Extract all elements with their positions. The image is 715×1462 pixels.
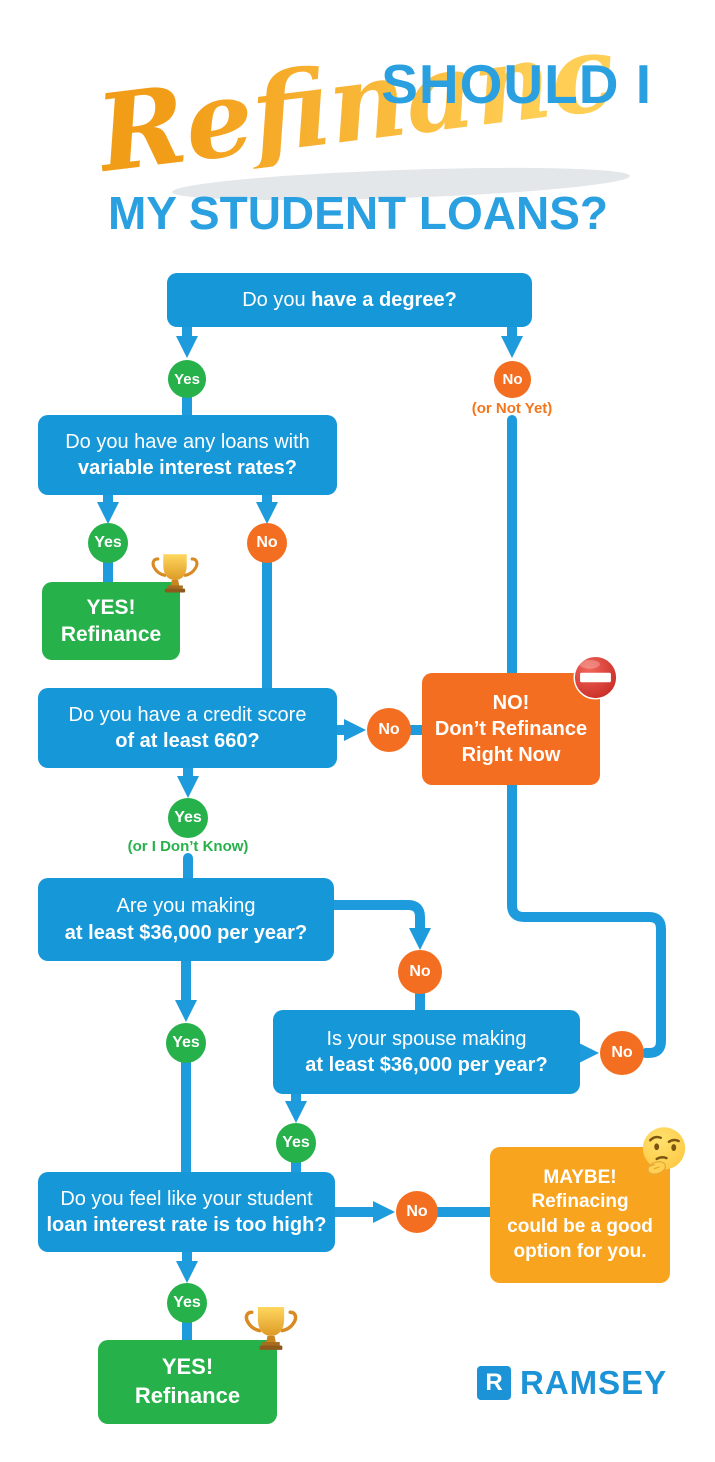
question-rate-too-high: Do you feel like your student loan inter… bbox=[38, 1172, 335, 1252]
question-spouse-line2: at least $36,000 per year? bbox=[305, 1054, 548, 1076]
badge-yes-rate: Yes bbox=[167, 1283, 207, 1323]
question-variable-line2: variable interest rates? bbox=[78, 457, 297, 479]
question-income-line1: Are you making bbox=[116, 895, 256, 918]
result-yes2-line1: YES! bbox=[161, 1354, 214, 1380]
question-degree-text: Do you bbox=[242, 288, 312, 311]
label-or-not-yet: (or Not Yet) bbox=[471, 400, 553, 417]
result-maybe-line4: option for you. bbox=[513, 1240, 647, 1262]
no-entry-icon bbox=[573, 655, 618, 700]
question-variable-rates: Do you have any loans with variable inte… bbox=[38, 415, 337, 495]
ramsey-logo: R RAMSEY bbox=[477, 1364, 667, 1402]
result-maybe-line1: MAYBE! bbox=[543, 1166, 617, 1188]
result-maybe-line3: could be a good bbox=[507, 1216, 653, 1237]
question-credit-score: Do you have a credit score of at least 6… bbox=[38, 688, 337, 768]
badge-yes-variable: Yes bbox=[88, 523, 128, 563]
trophy-icon bbox=[151, 554, 199, 593]
result-dont-line1: NO! bbox=[492, 692, 530, 714]
result-dont-refinance: NO! Don’t Refinance Right Now bbox=[422, 673, 600, 785]
question-income-line2: at least $36,000 per year? bbox=[64, 921, 308, 944]
badge-yes-income: Yes bbox=[166, 1023, 206, 1063]
result-maybe-line2: Refinacing bbox=[531, 1191, 629, 1213]
question-rate-line1: Do you feel like your student bbox=[60, 1187, 313, 1210]
badge-no-credit: No bbox=[367, 708, 411, 752]
ramsey-logo-mark-icon: R bbox=[477, 1366, 511, 1400]
question-degree: Do you have a degree? bbox=[167, 273, 532, 327]
question-credit-line1: Do you have a credit score bbox=[68, 703, 307, 726]
result-dont-line2: Don’t Refinance bbox=[434, 718, 588, 740]
question-income: Are you making at least $36,000 per year… bbox=[38, 878, 334, 961]
badge-no-variable: No bbox=[247, 523, 287, 563]
title-line-top: SHOULD I bbox=[381, 53, 652, 115]
result-maybe: MAYBE! Refinacing could be a good option… bbox=[490, 1147, 670, 1283]
result-yes-refinance-1: YES! Refinance bbox=[42, 582, 180, 660]
label-or-dont-know: (or I Don’t Know) bbox=[127, 838, 249, 855]
badge-yes-credit: Yes bbox=[168, 798, 208, 838]
thinking-face-icon bbox=[642, 1127, 686, 1175]
trophy-icon bbox=[244, 1307, 298, 1350]
result-dont-line3: Right Now bbox=[461, 744, 561, 766]
result-yes1-line2: Refinance bbox=[60, 623, 162, 646]
question-rate-line2: loan interest rate is too high? bbox=[46, 1214, 327, 1236]
badge-no-degree: No bbox=[494, 361, 531, 398]
badge-yes-degree: Yes bbox=[168, 360, 206, 398]
badge-no-rate: No bbox=[396, 1191, 438, 1233]
result-yes2-line2: Refinance bbox=[134, 1383, 241, 1408]
question-credit-line2: of at least 660? bbox=[115, 730, 260, 752]
connector-income-to-no bbox=[329, 900, 431, 950]
result-yes-refinance-2: YES! Refinance bbox=[98, 1340, 277, 1424]
badge-no-income: No bbox=[398, 950, 442, 994]
question-variable-line1: Do you have any loans with bbox=[65, 430, 310, 453]
badge-yes-spouse: Yes bbox=[276, 1123, 316, 1163]
question-degree-bold: have a degree? bbox=[311, 288, 457, 311]
result-yes1-line1: YES! bbox=[86, 595, 136, 619]
badge-no-spouse: No bbox=[600, 1031, 644, 1075]
question-spouse-income: Is your spouse making at least $36,000 p… bbox=[273, 1010, 580, 1094]
question-spouse-line1: Is your spouse making bbox=[326, 1027, 527, 1050]
ramsey-logo-name: RAMSEY bbox=[520, 1364, 668, 1401]
connector-not-yet-long-path bbox=[507, 415, 666, 1058]
title-line-bottom: MY STUDENT LOANS? bbox=[107, 187, 609, 239]
